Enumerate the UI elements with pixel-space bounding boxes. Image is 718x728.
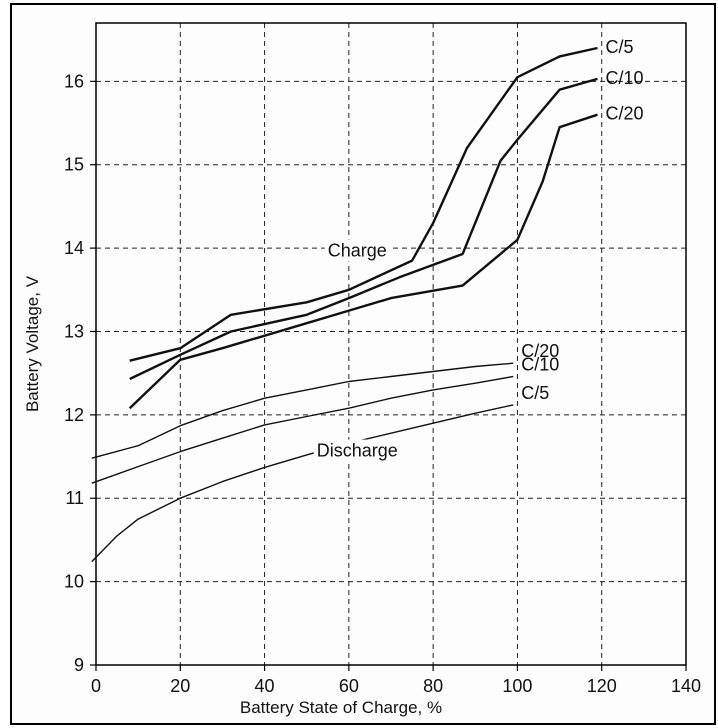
y-tick-label: 11 xyxy=(65,488,84,508)
y-axis-ticks: 9 10 11 12 13 14 15 16 xyxy=(64,71,96,675)
discharge-label-c-5: C/5 xyxy=(521,383,549,403)
voltage-chart: 0 20 40 60 80 100 120 140 9 10 11 12 13 14 15 16 C/5 C/… xyxy=(23,22,701,717)
charge-label-c-20: C/20 xyxy=(606,104,644,124)
x-tick-label: 0 xyxy=(91,676,101,696)
annotation-backdrop xyxy=(324,239,390,262)
plot-area-border xyxy=(95,22,687,666)
series-labels: C/5C/10C/20C/20C/10C/5 xyxy=(521,37,643,403)
y-tick-label: 14 xyxy=(64,238,84,258)
discharge-line-c-20 xyxy=(91,362,514,459)
x-axis-ticks: 0 20 40 60 80 100 120 140 xyxy=(91,665,701,696)
series-lines xyxy=(91,46,598,563)
y-tick-label: 9 xyxy=(74,655,84,675)
y-tick-label: 10 xyxy=(64,572,84,592)
y-tick-label: 12 xyxy=(64,405,84,425)
annotation-backdrop xyxy=(313,439,401,462)
x-axis-title: Battery State of Charge, % xyxy=(240,698,442,717)
charge-line-c-10 xyxy=(129,77,598,381)
y-axis-title: Battery Voltage, V xyxy=(23,275,42,412)
annotation-discharge: Discharge xyxy=(317,441,398,461)
x-tick-label: 140 xyxy=(671,676,701,696)
grid xyxy=(96,23,686,665)
annotation-charge: Charge xyxy=(328,240,387,260)
charge-label-c-10: C/10 xyxy=(606,68,644,88)
x-tick-label: 120 xyxy=(587,676,617,696)
x-tick-label: 80 xyxy=(423,676,443,696)
charge-line-c-5 xyxy=(129,46,598,362)
discharge-label-c-10: C/10 xyxy=(521,355,559,375)
charge-label-c-5: C/5 xyxy=(606,37,634,57)
y-tick-label: 13 xyxy=(64,321,84,341)
x-tick-label: 40 xyxy=(255,676,275,696)
x-tick-label: 100 xyxy=(502,676,532,696)
discharge-line-c-5 xyxy=(91,404,514,563)
figure-frame: 0 20 40 60 80 100 120 140 9 10 11 12 13 14 15 16 C/5 C/… xyxy=(10,3,716,725)
x-tick-label: 20 xyxy=(170,676,190,696)
x-tick-label: 60 xyxy=(339,676,359,696)
charge-line-c-20 xyxy=(128,113,598,410)
annotations: Charge Discharge xyxy=(313,239,401,462)
y-tick-label: 16 xyxy=(64,71,84,91)
y-tick-label: 15 xyxy=(64,155,84,175)
discharge-label-c-20: C/20 xyxy=(521,341,559,361)
discharge-line-c-10 xyxy=(91,375,514,484)
